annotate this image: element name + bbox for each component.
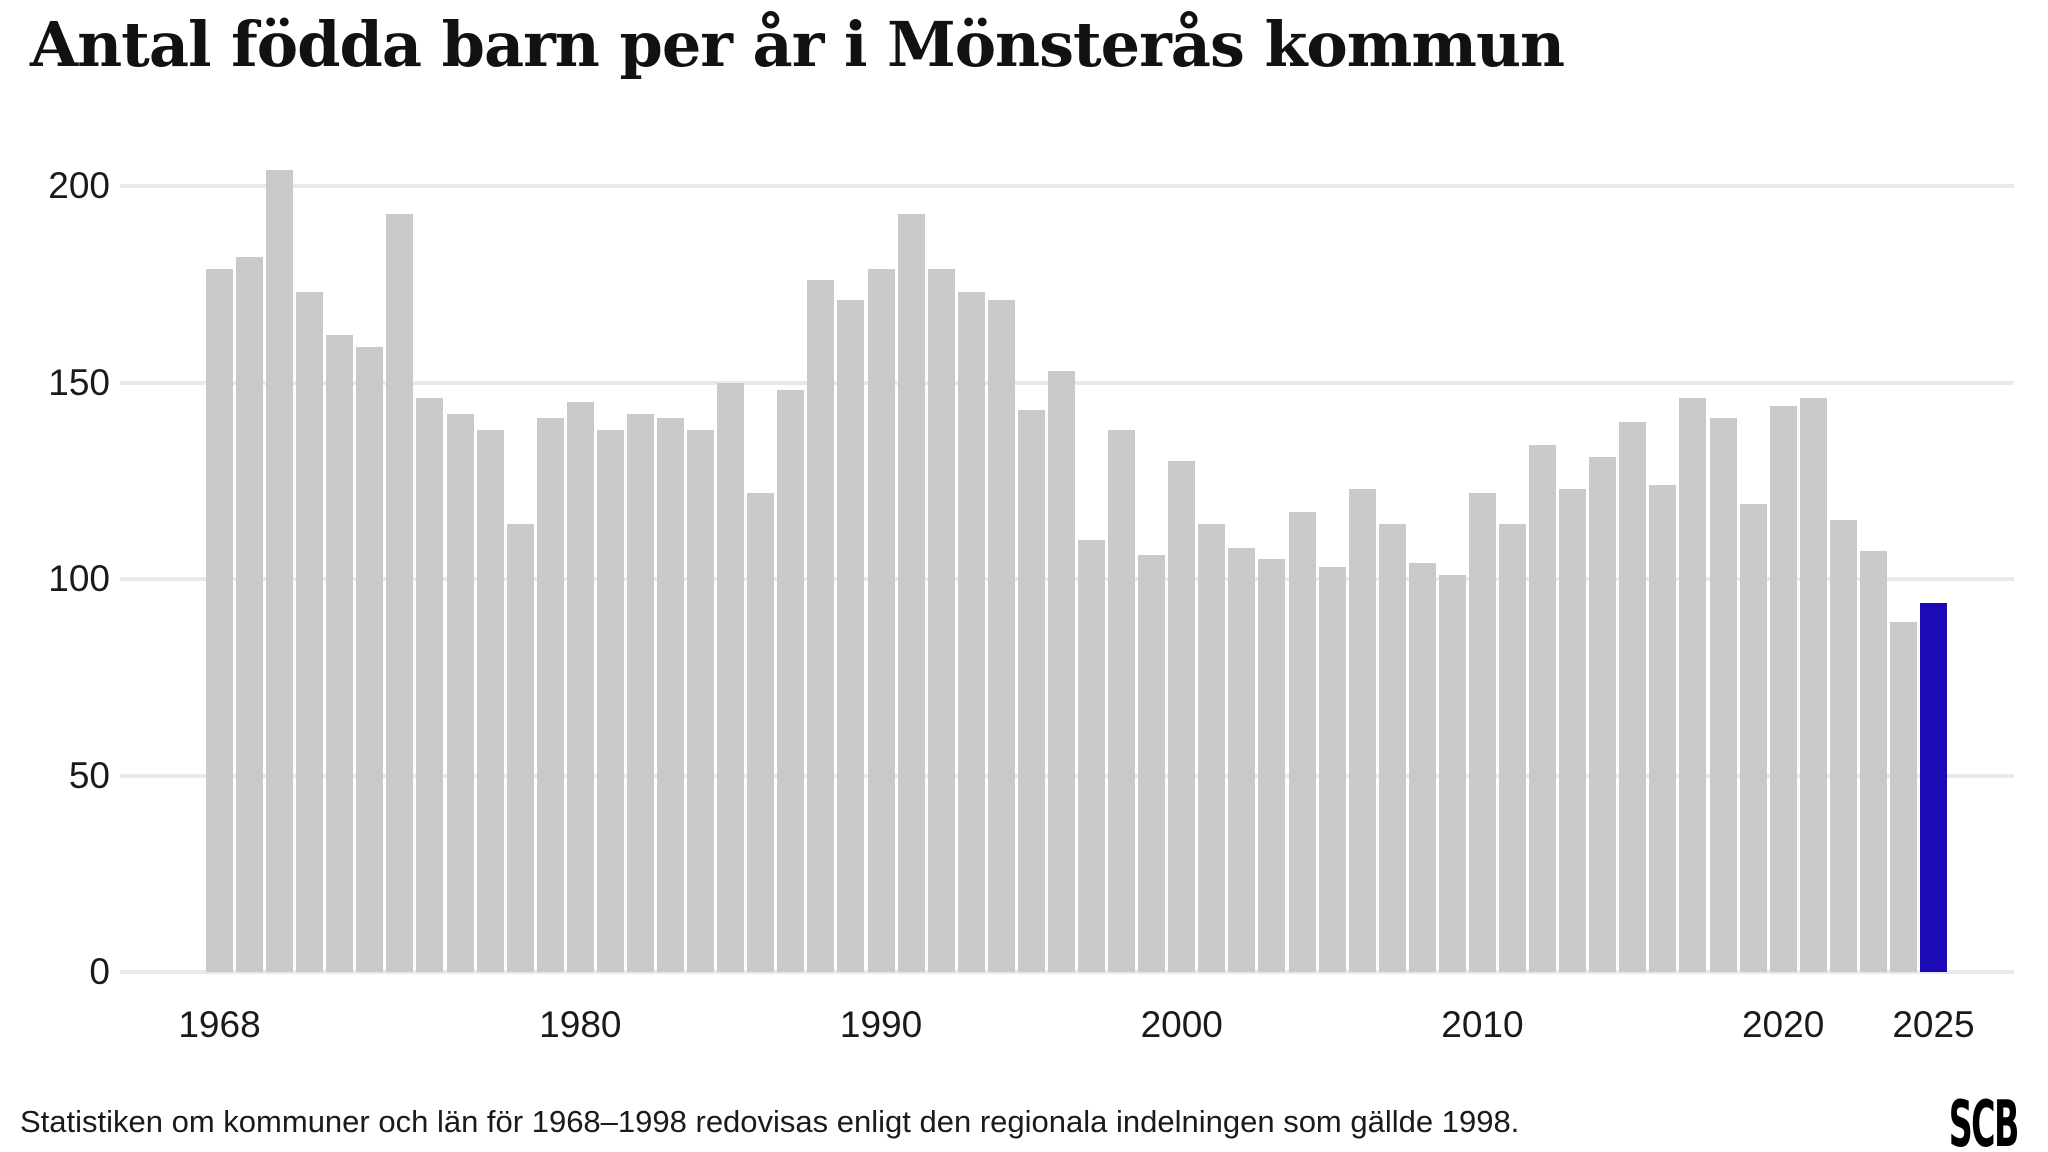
bar-1979: [536, 417, 564, 972]
bar-2017: [1679, 398, 1707, 972]
y-tick-label-50: 50: [68, 754, 110, 796]
bar-2006: [1348, 488, 1376, 972]
bar-2016: [1649, 484, 1677, 972]
x-tick-label-2000: 2000: [1140, 1004, 1223, 1045]
bar-1985: [717, 382, 745, 972]
bar-1970: [266, 170, 294, 972]
bar-1978: [506, 523, 534, 972]
bar-1983: [657, 417, 685, 972]
footnote: Statistiken om kommuner och län för 1968…: [20, 1104, 1520, 1139]
y-tick-label-200: 200: [48, 165, 110, 206]
bar-1974: [386, 213, 414, 972]
bar-2023: [1859, 551, 1887, 972]
bar-1994: [987, 299, 1015, 972]
scb-logo: SCB: [1948, 1088, 2020, 1152]
bar-1971: [296, 292, 324, 972]
bar-2001: [1198, 523, 1226, 972]
x-tick-label-2025: 2025: [1892, 1004, 1975, 1045]
bar-1997: [1078, 539, 1106, 972]
bar-2013: [1559, 488, 1587, 972]
y-tick-label-150: 150: [48, 361, 110, 403]
bar-2021: [1799, 398, 1827, 972]
x-tick-label-2020: 2020: [1741, 1004, 1825, 1045]
bar-1984: [687, 429, 715, 972]
bar-2015: [1619, 421, 1647, 972]
bar-2003: [1258, 559, 1286, 972]
chart-title: Antal födda barn per år i Mönsterås komm…: [30, 8, 1565, 81]
bar-1993: [957, 292, 985, 972]
bar-2009: [1438, 575, 1466, 972]
bar-1969: [236, 256, 264, 972]
bar-1976: [446, 413, 474, 972]
bar-2005: [1318, 567, 1346, 972]
bar-1972: [326, 335, 354, 972]
bar-1999: [1138, 555, 1166, 972]
bar-2020: [1769, 406, 1797, 972]
bar-1968: [206, 268, 233, 972]
bar-2022: [1829, 520, 1857, 972]
bar-1992: [927, 268, 955, 972]
gridline-200: [120, 184, 2014, 188]
bar-1987: [777, 390, 805, 972]
bar-2004: [1288, 512, 1316, 972]
bar-1980: [566, 402, 594, 972]
bar-2008: [1408, 563, 1436, 972]
bar-1998: [1108, 429, 1136, 972]
x-tick-label-1990: 1990: [839, 1004, 923, 1045]
bar-2024: [1889, 622, 1917, 972]
y-tick-label-0: 0: [89, 951, 110, 992]
bar-1991: [897, 213, 925, 972]
x-tick-label-1980: 1980: [539, 1004, 622, 1045]
bar-1996: [1047, 370, 1075, 972]
bar-2018: [1709, 417, 1737, 972]
y-tick-label-100: 100: [48, 558, 110, 599]
bar-1995: [1017, 410, 1045, 972]
bar-1981: [596, 429, 624, 972]
bar-2012: [1529, 445, 1557, 972]
bar-1982: [626, 413, 654, 972]
bar-1975: [416, 398, 444, 972]
bar-1973: [356, 347, 384, 972]
bar-2011: [1499, 523, 1526, 972]
bar-2002: [1228, 547, 1256, 972]
bar-2007: [1378, 523, 1406, 972]
bar-2019: [1739, 504, 1767, 972]
bar-1986: [747, 492, 775, 972]
bar-2014: [1589, 457, 1617, 972]
bar-1989: [837, 299, 865, 972]
bar-2010: [1468, 492, 1496, 972]
bar-1990: [867, 268, 895, 972]
bar-1988: [807, 280, 835, 972]
x-tick-label-1968: 1968: [178, 1004, 261, 1045]
bar-2025: [1919, 602, 1947, 972]
gridline-0: [120, 970, 2014, 974]
bar-1977: [476, 429, 504, 972]
bar-2000: [1168, 461, 1196, 972]
x-tick-label-2010: 2010: [1441, 1004, 1524, 1045]
